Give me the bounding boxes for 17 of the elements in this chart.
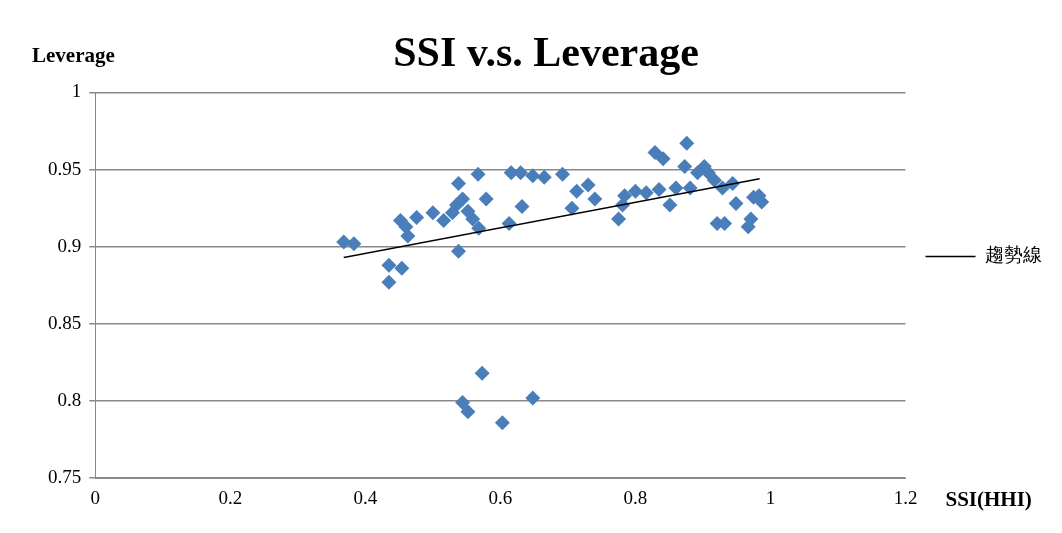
y-tick-label: 0.8 (57, 389, 82, 411)
y-tick-label: 0.75 (48, 466, 82, 488)
x-tick-label: 0.2 (218, 486, 243, 508)
x-tick-label: 0.8 (623, 486, 648, 508)
x-tick-label: 0 (90, 486, 100, 508)
y-axis-title: Leverage (32, 43, 115, 68)
y-tick-label: 1 (71, 80, 82, 102)
x-tick-label: 0.6 (488, 486, 513, 508)
x-axis-title: SSI(HHI) (945, 486, 1032, 511)
chart-title: SSI v.s. Leverage (393, 29, 699, 76)
y-tick-label: 0.85 (48, 311, 82, 333)
y-tick-label: 0.95 (48, 157, 82, 179)
legend-label: 趨勢線 (985, 244, 1042, 266)
x-tick-label: 1.2 (893, 486, 918, 508)
x-tick-label: 1 (765, 486, 776, 508)
x-tick-label: 0.4 (353, 486, 378, 508)
y-tick-label: 0.9 (57, 234, 82, 256)
